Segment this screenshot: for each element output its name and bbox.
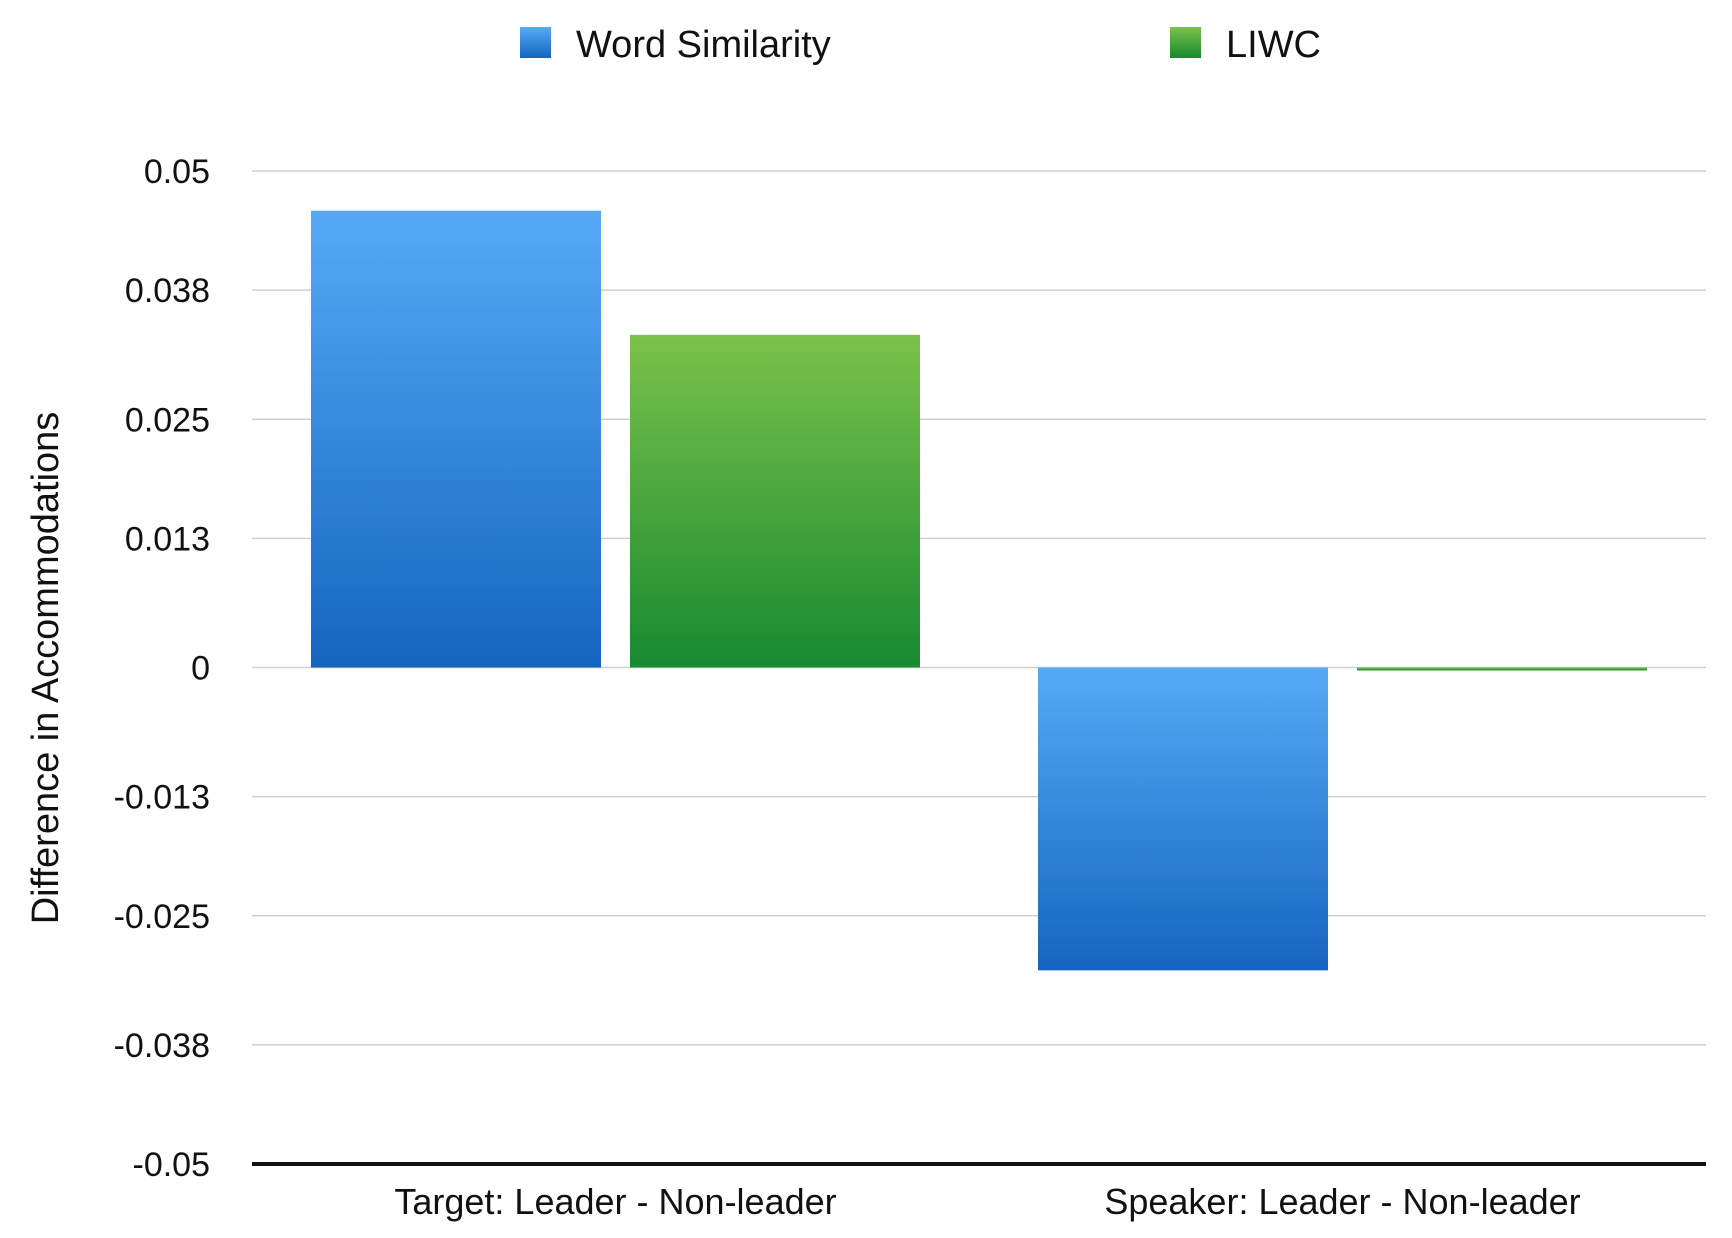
y-tick-label: -0.025 bbox=[114, 898, 210, 936]
y-tick-label: 0.013 bbox=[125, 520, 210, 558]
x-category-label: Target: Leader - Non-leader bbox=[394, 1181, 836, 1222]
bar-word-similarity bbox=[311, 210, 601, 668]
y-tick-label: 0.025 bbox=[125, 401, 210, 439]
bar-word-similarity bbox=[1038, 667, 1328, 971]
bar-liwc bbox=[630, 334, 920, 668]
bar-liwc bbox=[1357, 667, 1647, 671]
y-tick-label: 0.038 bbox=[125, 272, 210, 310]
y-tick-label: -0.013 bbox=[114, 779, 210, 817]
x-axis-categories: Target: Leader - Non-leader Speaker: Lead… bbox=[394, 1181, 1580, 1222]
y-axis-ticks: 0.05 0.038 0.025 0.013 0 -0.013 -0.025 -0.038 -0… bbox=[114, 153, 210, 1184]
legend-swatch bbox=[520, 27, 551, 58]
legend: Word Similarity LIWC bbox=[520, 24, 1321, 66]
y-tick-label: -0.038 bbox=[114, 1027, 210, 1065]
y-tick-label: 0.05 bbox=[144, 153, 210, 191]
legend-swatch bbox=[1170, 27, 1201, 58]
legend-label: LIWC bbox=[1226, 24, 1321, 66]
bars bbox=[311, 210, 1647, 971]
legend-label: Word Similarity bbox=[576, 24, 831, 66]
y-axis-title: Difference in Accommodations bbox=[25, 412, 67, 925]
x-category-label: Speaker: Leader - Non-leader bbox=[1104, 1181, 1580, 1222]
y-tick-label: 0 bbox=[191, 650, 210, 688]
y-tick-label: -0.05 bbox=[133, 1146, 211, 1184]
